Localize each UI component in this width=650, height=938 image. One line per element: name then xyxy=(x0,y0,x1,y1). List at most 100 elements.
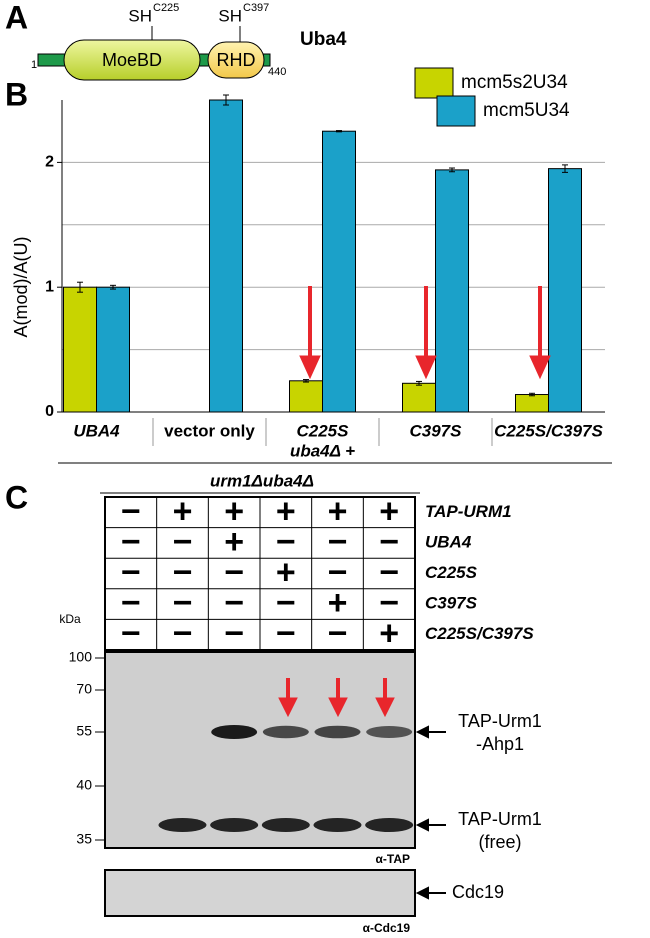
band xyxy=(262,725,309,739)
legend-swatch xyxy=(414,67,454,99)
table-cell: − xyxy=(379,523,399,561)
table-cell: + xyxy=(328,492,348,530)
bar xyxy=(289,380,323,413)
marker-label: 40 xyxy=(76,777,92,793)
table-cell: − xyxy=(276,523,296,561)
strain-label: urm1Δuba4Δ xyxy=(210,471,314,490)
table-cell: − xyxy=(224,553,244,591)
x-tick-label: C225S xyxy=(297,421,350,440)
table-cell: − xyxy=(379,553,399,591)
panel-letter: B xyxy=(5,76,28,112)
table-cell: − xyxy=(328,553,348,591)
table-cell: − xyxy=(121,553,141,591)
arrow-head xyxy=(328,697,348,718)
row-label: TAP-URM1 xyxy=(425,502,512,521)
arrow-head xyxy=(415,725,429,739)
x-tick-label: C225S/C397S xyxy=(494,421,603,440)
residue-end: 440 xyxy=(268,66,286,78)
loading-blot xyxy=(104,869,416,917)
bar xyxy=(209,99,243,413)
table-cell: + xyxy=(276,492,296,530)
table-cell: − xyxy=(121,584,141,622)
arrows xyxy=(299,286,551,380)
band-label: TAP-Urm1 xyxy=(458,809,542,829)
table-cell: + xyxy=(224,492,244,530)
band xyxy=(210,818,259,832)
legend-label: mcm5s2U34 xyxy=(461,72,568,93)
x-tick-label: UBA4 xyxy=(73,421,120,440)
y-tick-label: 0 xyxy=(45,403,54,420)
site-group: SH xyxy=(128,6,152,25)
band-arrows xyxy=(415,725,446,900)
row-label: C225S/C397S xyxy=(425,624,534,643)
y-axis-label: A(mod)/A(U) xyxy=(11,236,31,337)
bar xyxy=(402,382,436,413)
row-label: C225S xyxy=(425,563,478,582)
table-cell: + xyxy=(173,492,193,530)
site-residue: C225 xyxy=(153,2,179,14)
band xyxy=(314,725,361,739)
blot xyxy=(104,651,416,849)
y-tick-label: 2 xyxy=(45,154,54,171)
band-label: (free) xyxy=(478,832,521,852)
protein-name: Uba4 xyxy=(300,29,347,50)
row-label: C397S xyxy=(425,594,478,613)
band-label: -Ahp1 xyxy=(476,734,524,754)
panel-letter: A xyxy=(5,0,28,35)
residue-start: 1 xyxy=(31,59,37,71)
x-tick-label: vector only xyxy=(164,421,255,440)
table-cell: − xyxy=(328,523,348,561)
loading-label: Cdc19 xyxy=(452,882,504,902)
band xyxy=(366,726,413,738)
band-label: TAP-Urm1 xyxy=(458,711,542,731)
table-cell: − xyxy=(379,584,399,622)
band xyxy=(211,725,258,739)
arrow-head xyxy=(415,355,437,380)
domain-label: RHD xyxy=(217,50,256,70)
band xyxy=(313,818,362,832)
table-cell: − xyxy=(121,615,141,653)
antibody-label: α-Cdc19 xyxy=(363,921,411,935)
table-cell: − xyxy=(224,615,244,653)
domain-label: MoeBD xyxy=(102,50,162,70)
table-cell: − xyxy=(173,615,193,653)
unit-label: kDa xyxy=(59,612,81,626)
site-residue: C397 xyxy=(243,2,269,14)
table-cell: + xyxy=(224,523,244,561)
table-cell: − xyxy=(224,584,244,622)
table-cell: − xyxy=(276,615,296,653)
arrow-head xyxy=(375,697,395,718)
arrow-head xyxy=(529,355,551,380)
marker-label: 55 xyxy=(76,723,92,739)
arrow-head xyxy=(278,697,298,718)
arrow-head xyxy=(415,886,429,900)
table-cell: − xyxy=(173,553,193,591)
band xyxy=(261,818,310,832)
blot-arrows xyxy=(278,678,395,718)
table-cell: − xyxy=(276,584,296,622)
bar xyxy=(63,286,97,413)
antibody-label: α-TAP xyxy=(376,852,410,866)
legend-swatch xyxy=(436,95,476,127)
table-cell: + xyxy=(328,584,348,622)
table-cell: − xyxy=(121,523,141,561)
table-cell: + xyxy=(379,492,399,530)
band xyxy=(158,818,207,832)
table-cell: − xyxy=(173,584,193,622)
band xyxy=(365,818,414,832)
table-cell: − xyxy=(121,492,141,530)
table-cell: + xyxy=(276,553,296,591)
marker-label: 70 xyxy=(76,681,92,697)
x-tick-label: C397S xyxy=(410,421,463,440)
bar xyxy=(96,286,130,413)
panel-letter: C xyxy=(5,479,28,515)
bar xyxy=(515,394,549,413)
row-label: UBA4 xyxy=(425,532,472,551)
bar xyxy=(322,130,356,413)
y-tick-label: 1 xyxy=(45,278,54,295)
site-group: SH xyxy=(218,6,242,25)
domain-box xyxy=(63,39,201,81)
marker-label: 35 xyxy=(76,831,92,847)
arrow-head xyxy=(415,818,429,832)
